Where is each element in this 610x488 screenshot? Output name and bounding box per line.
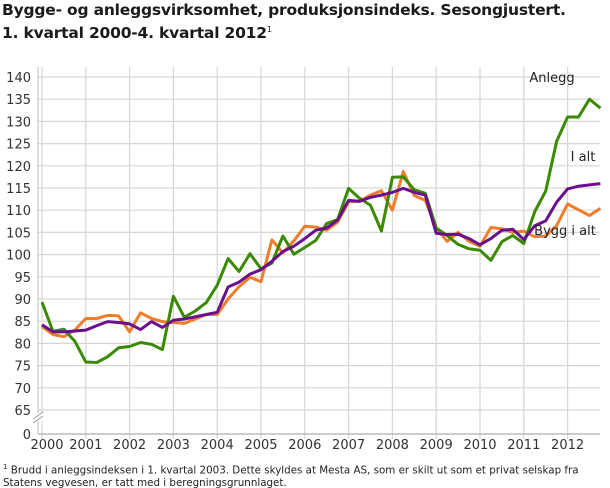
title-footnote-mark: 1: [266, 25, 272, 34]
y-tick-label: 125: [6, 138, 31, 153]
x-tick-label: 2011: [507, 438, 540, 453]
y-tick-label: 75: [14, 360, 31, 375]
series-line-anlegg: [40, 97, 602, 364]
x-tick-label: 2001: [69, 438, 102, 453]
y-tick-label: 105: [6, 226, 31, 241]
x-tick-label: 2005: [244, 438, 277, 453]
y-tick-label: 85: [14, 315, 31, 330]
y-tick-label: 130: [6, 115, 31, 130]
y-tick-label: 140: [6, 71, 31, 86]
y-tick-label: 80: [14, 337, 31, 352]
y-tick-label: 100: [6, 249, 31, 264]
x-tick-label: 2003: [157, 438, 190, 453]
y-tick-label: 90: [14, 293, 31, 308]
title-line-2: 1. kvartal 2000-4. kvartal 2012: [2, 24, 267, 43]
title-line-1: Bygge- og anleggsvirksomhet, produksjons…: [2, 1, 566, 19]
y-tick-label: 115: [6, 182, 31, 197]
x-tick-label: 2006: [288, 438, 321, 453]
y-tick-label: 135: [6, 93, 31, 108]
y-tick-label: 95: [14, 271, 31, 286]
series-label: Anlegg: [529, 71, 574, 86]
y-tick-label: 110: [6, 204, 31, 219]
x-tick-label: 2002: [113, 438, 146, 453]
x-tick-label: 2008: [376, 438, 409, 453]
series-label: I alt: [571, 150, 596, 165]
x-tick-label: 2012: [551, 438, 584, 453]
footnote-mark: 1: [3, 463, 8, 471]
y-tick-label: 65: [14, 404, 31, 419]
x-tick-label: 2009: [420, 438, 453, 453]
x-tick-label: 2004: [201, 438, 234, 453]
footnote: 1 Brudd i anleggsindeksen i 1. kvartal 2…: [3, 461, 603, 488]
series-line-i-alt: [41, 182, 601, 334]
x-tick-label: 2007: [332, 438, 365, 453]
series-label: Bygg i alt: [534, 224, 596, 239]
y-tick-label: 70: [14, 382, 31, 397]
y-tick-label: 120: [6, 160, 31, 175]
y-tick-label: 0: [23, 428, 31, 443]
x-tick-label: 2000: [30, 438, 63, 453]
axis-break-icon: [32, 411, 44, 424]
x-tick-label: 2010: [463, 438, 496, 453]
footnote-text: Brudd i anleggsindeksen i 1. kvartal 200…: [3, 464, 579, 488]
chart-title: Bygge- og anleggsvirksomhet, produksjons…: [2, 1, 566, 43]
